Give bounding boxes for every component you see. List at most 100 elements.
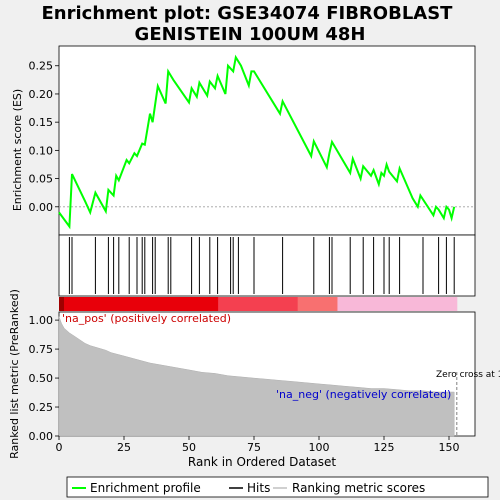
heatbar-segment [417,297,425,311]
heatbar-segment [158,297,166,311]
heatbar-segment [178,297,186,311]
es-y-tick-label: 0.25 [29,60,54,73]
heatbar-segment [78,297,87,311]
es-y-label: Enrichment score (ES) [11,89,24,211]
heatbar-segment [330,297,338,311]
heatbar-segment [171,297,179,311]
heatbar-segment [363,297,372,311]
heatbar-segment [65,297,73,311]
heatbar-segment [257,297,266,311]
es-y-axis: 0.00 0.05 0.10 0.15 0.20 0.25 [29,60,59,214]
x-tick-label: 50 [182,441,196,454]
metric-y-tick-label: 0.00 [29,430,54,443]
x-tick-label: 150 [439,441,460,454]
heatbar-segment [357,297,365,311]
heatbar-segment [390,297,398,311]
heatbar-segment [383,297,391,311]
metric-y-label: Ranked list metric (PreRanked) [8,289,21,459]
metric-y-tick-label: 1.00 [29,314,54,327]
heatbar-segment [317,297,325,311]
hits-marks [68,237,455,294]
heatbar-segment [105,297,113,311]
heatbar-segment [397,297,405,311]
heatbar-segment [131,297,140,311]
zero-cross-label: Zero cross at 153 [436,370,500,380]
heatbar-segment [443,297,451,311]
hits-panel [58,234,476,297]
heatbar-segment [238,297,246,311]
heatbar-segment [430,297,438,311]
heatbar-segment [344,297,352,311]
heatbar-segment [271,297,279,311]
ranking-heatmap-bar [59,297,458,311]
metric-y-axis: 0.00 0.25 0.50 0.75 1.00 [29,314,59,443]
heatbar-segment [277,297,285,311]
es-y-tick-label: 0.10 [29,144,54,157]
heatbar-segment [244,297,252,311]
heatbar-segment [145,297,153,311]
heatbar-top-rank [59,297,64,311]
heatbar-segment [284,297,292,311]
metric-y-tick-label: 0.25 [29,401,54,414]
heatbar-segment [138,297,146,311]
x-tick-label: 125 [374,441,395,454]
es-y-tick-label: 0.00 [29,201,54,214]
heatbar-segment [410,297,418,311]
metric-x-axis: 0 25 50 75 100 125 150 [56,436,460,454]
x-tick-label: 25 [117,441,131,454]
pos-correlated-label: 'na_pos' (positively correlated) [62,312,231,325]
heatbar-segment [85,297,93,311]
heatbar-segment [98,297,106,311]
heatbar-segment [204,297,212,311]
es-panel [58,45,476,236]
heatbar-segment [184,297,193,311]
metric-y-tick-label: 0.75 [29,343,54,356]
heatbar-segment [403,297,411,311]
es-y-tick-label: 0.20 [29,88,54,101]
heatbar-segment [304,297,312,311]
heatbar-segment [92,297,100,311]
es-y-tick-label: 0.05 [29,173,54,186]
heatbar-segment [151,297,159,311]
heatbar-segment [264,297,272,311]
metric-y-tick-label: 0.50 [29,372,54,385]
heatbar-segment [231,297,239,311]
legend-box [66,476,489,498]
heatbar-segment [72,297,80,311]
heatbar-segment [350,297,358,311]
heatbar-segment [251,297,259,311]
heatbar-segment [211,297,219,311]
chart-title-line1: Enrichment plot: GSE34074 FIBROBLAST [42,3,454,24]
heatbar-segment [377,297,385,311]
heatbar-segment [224,297,232,311]
enrichment-profile-line [58,54,456,230]
heatbar-segment [450,297,458,311]
heatbar-segment [112,297,120,311]
heatbar-segment [436,297,445,311]
chart-title-line2: GENISTEIN 100UM 48H [135,24,366,45]
x-tick-label: 100 [309,441,330,454]
x-tick-label: 75 [247,441,261,454]
heatbar-segment [297,297,305,311]
heatbar-segment [218,297,226,311]
heatbar-segment [423,297,431,311]
heatbar-segment [198,297,206,311]
heatbar-segment [125,297,133,311]
heatbar-segment [191,297,199,311]
heatbar-segment [337,297,345,311]
ranking-metric-area [58,316,455,437]
heatbar-segment [370,297,378,311]
legend-enrichment-label: Enrichment profile [90,481,201,495]
heatbar-segment [165,297,173,311]
legend-metric-label: Ranking metric scores [292,481,425,495]
es-y-tick-label: 0.15 [29,116,54,129]
legend-hits-label: Hits [247,481,270,495]
heatbar-segment [324,297,332,311]
x-axis-label: Rank in Ordered Dataset [188,455,336,469]
heatbar-segment [310,297,319,311]
heatbar-segment [118,297,126,311]
heatbar-segment [291,297,299,311]
x-tick-label: 0 [56,441,63,454]
neg-correlated-label: 'na_neg' (negatively correlated) [276,388,451,401]
